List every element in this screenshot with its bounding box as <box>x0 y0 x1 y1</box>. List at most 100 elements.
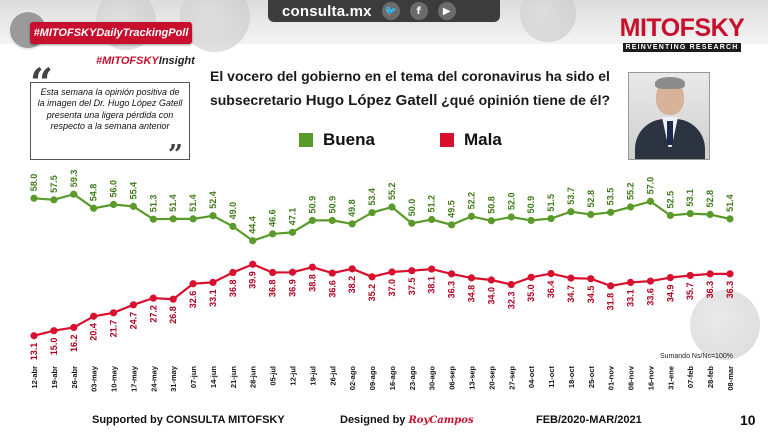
x-tick-label: 25-oct <box>587 366 596 389</box>
x-tick-label: 08-mar <box>726 366 735 391</box>
point-mala <box>149 294 157 302</box>
x-tick-label: 26-abr <box>70 366 79 389</box>
mitofsky-logo: MITOFSKY REINVENTING RESEARCH <box>606 14 758 52</box>
data-label-mala: 38.2 <box>347 276 357 294</box>
point-buena <box>408 219 416 227</box>
insight-label: #MITOFSKYInsight <box>96 55 195 67</box>
data-label-mala: 35.7 <box>685 282 695 300</box>
point-buena <box>249 237 257 245</box>
data-label-buena: 50.9 <box>307 196 317 214</box>
point-mala <box>507 280 515 289</box>
data-label-mala: 34.5 <box>586 286 596 304</box>
question-line-1: El vocero del gobierno en el tema del co… <box>210 68 610 84</box>
point-mala <box>726 270 734 278</box>
point-buena <box>567 208 575 216</box>
virus-decoration <box>690 290 760 360</box>
legend-label-buena: Buena <box>323 130 375 149</box>
point-buena <box>487 217 495 225</box>
data-label-buena: 51.4 <box>725 194 735 212</box>
point-buena <box>348 220 356 228</box>
data-label-mala: 39.9 <box>248 271 258 289</box>
point-buena <box>686 209 694 218</box>
point-mala <box>706 270 714 278</box>
point-mala <box>567 274 575 282</box>
data-label-buena: 53.1 <box>685 189 695 207</box>
x-tick-label: 18-oct <box>567 366 576 389</box>
point-mala <box>607 282 615 290</box>
x-tick-label: 30-ago <box>428 366 437 391</box>
point-buena <box>368 209 376 217</box>
data-label-mala: 38.1 <box>427 276 437 294</box>
point-buena <box>607 208 615 216</box>
point-buena <box>547 214 555 223</box>
data-label-mala: 31.8 <box>606 293 616 311</box>
data-label-buena: 52.0 <box>506 192 516 210</box>
x-tick-label: 04-oct <box>527 366 536 389</box>
designed-label: Designed by <box>340 414 409 426</box>
x-tick-label: 12-abr <box>30 366 39 389</box>
insight-suffix: Insight <box>158 55 195 67</box>
point-buena <box>70 190 78 198</box>
data-label-buena: 51.3 <box>148 195 158 213</box>
legend-label-mala: Mala <box>464 130 502 149</box>
youtube-icon[interactable]: ▶ <box>437 2 456 20</box>
x-tick-label: 20-sep <box>487 366 496 390</box>
portrait-photo <box>628 72 710 160</box>
portrait-tie <box>667 121 673 145</box>
data-label-buena: 52.8 <box>705 190 715 208</box>
data-label-mala: 36.4 <box>546 281 556 299</box>
data-label-mala: 36.6 <box>327 280 337 298</box>
logo-name: MITOFSKY <box>619 14 745 42</box>
point-buena <box>467 212 476 220</box>
question-suffix: ¿qué opinión tiene de él? <box>437 92 611 108</box>
supported-by: Supported by CONSULTA MITOFSKY <box>92 414 285 426</box>
point-mala <box>527 273 535 281</box>
x-tick-label: 31-may <box>169 365 178 392</box>
data-label-mala: 37.5 <box>407 278 417 296</box>
x-tick-label: 02-ago <box>348 366 357 391</box>
point-mala <box>90 312 98 320</box>
point-mala <box>388 268 396 276</box>
close-quote-icon: ” <box>168 140 183 170</box>
data-label-buena: 55.4 <box>128 182 138 200</box>
x-tick-label: 07-feb <box>686 366 695 389</box>
point-buena <box>646 197 655 205</box>
data-label-mala: 35.0 <box>526 284 536 302</box>
point-mala <box>129 301 138 309</box>
data-label-mala: 36.3 <box>447 281 457 299</box>
series-line-buena <box>33 192 731 243</box>
data-label-buena: 53.7 <box>566 187 576 205</box>
point-mala <box>686 271 694 280</box>
x-tick-label: 19-jul <box>308 366 317 386</box>
hashtag-banner: #MITOFSKYDailyTrackingPoll <box>30 22 192 44</box>
facebook-icon[interactable]: f <box>409 2 428 20</box>
question-prefix: subsecretario <box>209 92 306 108</box>
point-mala <box>229 268 237 277</box>
point-buena <box>189 215 197 223</box>
point-mala <box>467 274 476 282</box>
point-mala <box>269 268 277 277</box>
data-label-mala: 33.1 <box>626 289 636 307</box>
point-buena <box>30 194 38 202</box>
data-label-buena: 52.8 <box>586 190 596 208</box>
data-label-mala: 21.7 <box>109 320 119 338</box>
data-label-buena: 59.3 <box>69 170 79 188</box>
data-label-mala: 34.0 <box>486 287 496 305</box>
twitter-icon[interactable]: 🐦 <box>381 2 400 20</box>
point-buena <box>388 203 396 211</box>
data-label-mala: 35.2 <box>367 284 377 302</box>
site-link[interactable]: consulta.mx <box>282 2 372 20</box>
legend-buena: Buena <box>299 130 375 150</box>
x-tick-label: 23-ago <box>408 366 417 391</box>
point-buena <box>428 215 436 224</box>
data-label-mala: 36.3 <box>725 281 735 299</box>
x-tick-label: 08-nov <box>627 365 636 390</box>
point-mala <box>487 276 495 284</box>
logo-tagline: REINVENTING RESEARCH <box>623 43 741 52</box>
data-label-buena: 55.2 <box>626 182 636 200</box>
point-mala <box>209 278 217 286</box>
data-label-mala: 16.2 <box>69 334 79 352</box>
x-tick-label: 19-abr <box>50 366 59 389</box>
designer-name: RoyCampos <box>408 415 474 426</box>
